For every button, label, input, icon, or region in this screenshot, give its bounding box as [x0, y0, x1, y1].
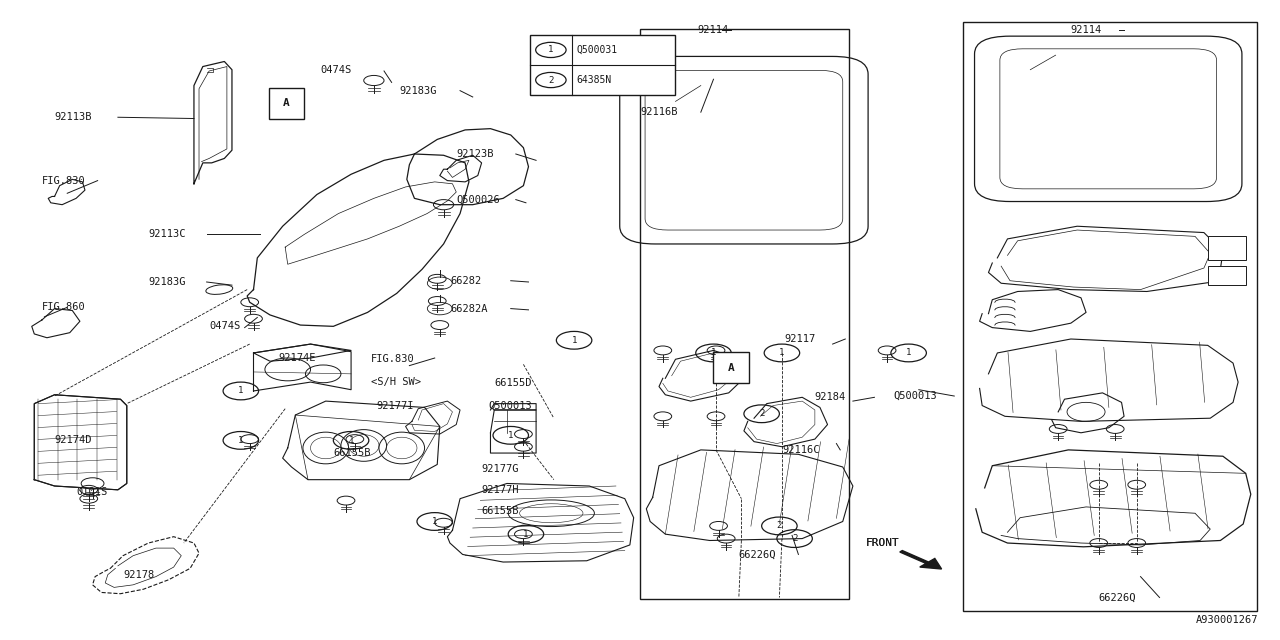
Text: Q500013: Q500013	[488, 401, 531, 410]
Text: FIG.830: FIG.830	[371, 355, 415, 364]
Text: Q500013: Q500013	[893, 391, 937, 401]
Text: 92183G: 92183G	[399, 86, 436, 95]
Text: A: A	[283, 99, 289, 108]
Text: 64385N: 64385N	[576, 75, 612, 85]
Text: 2: 2	[548, 76, 553, 84]
Text: 1: 1	[238, 387, 243, 396]
Text: 1: 1	[508, 431, 513, 440]
Text: 66155B: 66155B	[333, 448, 371, 458]
Text: 92116C: 92116C	[782, 445, 819, 455]
Text: 92123B: 92123B	[456, 149, 494, 159]
Text: 0474S: 0474S	[209, 321, 241, 332]
Text: A930001267: A930001267	[1196, 616, 1258, 625]
Text: 1: 1	[433, 517, 438, 526]
FancyBboxPatch shape	[713, 352, 749, 383]
Text: 1: 1	[548, 45, 553, 54]
FancyBboxPatch shape	[963, 22, 1257, 611]
Text: 66282: 66282	[449, 276, 481, 285]
Text: 1: 1	[348, 436, 353, 445]
Text: <S/H SW>: <S/H SW>	[371, 377, 421, 387]
Text: 92114: 92114	[698, 25, 728, 35]
Text: 92177G: 92177G	[481, 464, 520, 474]
FancyArrow shape	[900, 550, 942, 569]
Text: 92113C: 92113C	[148, 230, 186, 239]
Text: FIG.830: FIG.830	[42, 175, 86, 186]
Text: 92113B: 92113B	[55, 112, 92, 122]
FancyBboxPatch shape	[1208, 266, 1245, 285]
Text: Q500031: Q500031	[576, 45, 617, 55]
Text: 92174D: 92174D	[55, 435, 92, 445]
Text: 66282A: 66282A	[449, 303, 488, 314]
Text: 66226Q: 66226Q	[1098, 593, 1137, 602]
Text: 92114: 92114	[1071, 25, 1102, 35]
Text: 92177H: 92177H	[481, 485, 520, 495]
Text: 2: 2	[759, 409, 764, 419]
Text: 0101S: 0101S	[76, 487, 108, 497]
Text: 92184: 92184	[815, 392, 846, 403]
Text: 2: 2	[777, 522, 782, 531]
Text: FRONT: FRONT	[865, 538, 900, 548]
Text: 0474S: 0474S	[321, 65, 352, 75]
FancyBboxPatch shape	[1208, 236, 1245, 260]
Text: FIG.860: FIG.860	[42, 302, 86, 312]
FancyBboxPatch shape	[269, 88, 305, 118]
Text: 66226Q: 66226Q	[739, 549, 777, 559]
Text: 66155B: 66155B	[481, 506, 520, 516]
Text: 92174E: 92174E	[279, 353, 316, 363]
Text: 1: 1	[524, 530, 529, 539]
Text: 92183G: 92183G	[148, 277, 186, 287]
FancyBboxPatch shape	[530, 35, 676, 95]
Text: 92116B: 92116B	[640, 107, 677, 117]
FancyBboxPatch shape	[640, 29, 849, 599]
Text: 1: 1	[571, 336, 577, 345]
Text: 2: 2	[792, 534, 797, 543]
Text: 92177I: 92177I	[376, 401, 413, 410]
Text: 1: 1	[710, 348, 717, 358]
Text: FRONT: FRONT	[865, 538, 900, 548]
Text: A: A	[728, 362, 735, 372]
Text: 1: 1	[238, 436, 243, 445]
Text: 92178: 92178	[123, 570, 154, 580]
Text: 66155D: 66155D	[494, 378, 531, 388]
Text: Q500026: Q500026	[456, 195, 500, 205]
Text: 1: 1	[906, 348, 911, 358]
Text: 1: 1	[780, 348, 785, 358]
Text: 92117: 92117	[785, 334, 815, 344]
